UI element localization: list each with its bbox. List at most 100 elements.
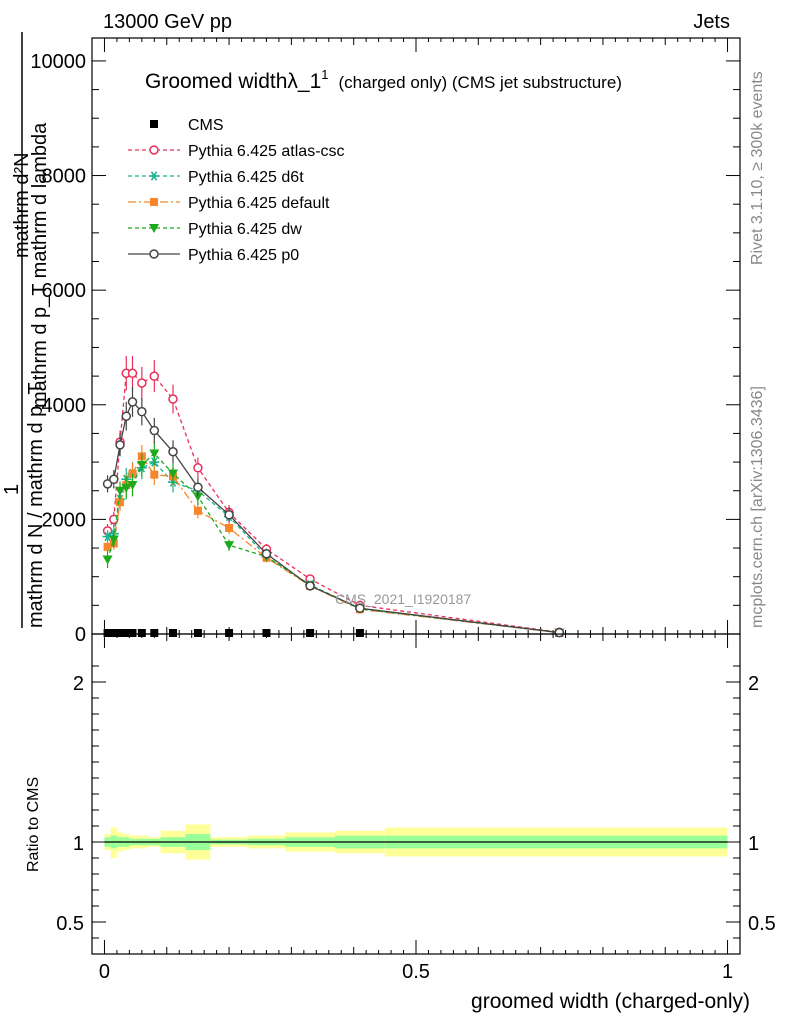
y-tick-label: 8000: [42, 166, 87, 188]
point-cms: [128, 629, 137, 637]
point-p0: [109, 474, 119, 485]
ratio-y-tick-label-right: 2: [748, 673, 759, 695]
ratio-y-tick-label-right: 1: [748, 833, 759, 855]
ratio-y-tick-label: 2: [73, 673, 84, 695]
y-tick-label: 2000: [42, 509, 87, 531]
point-p0: [137, 406, 147, 417]
legend-label-cms: CMS: [188, 117, 224, 134]
point-cms: [306, 629, 315, 637]
point-atlas_csc: [127, 368, 138, 378]
point-cms: [116, 629, 125, 637]
ylabel-numerator-rest: mathrm d p_T mathrm d lambda: [29, 122, 51, 408]
series-line-atlas_csc: [107, 372, 560, 633]
ratio-y-tick-label-right: 0.5: [748, 913, 776, 935]
analysis-watermark: CMS_2021_I1920187: [335, 591, 471, 607]
legend-label-p0: Pythia 6.425 p0: [188, 247, 299, 264]
legend-marker-default: [150, 198, 158, 206]
legend-marker-p0: [149, 249, 159, 259]
point-dw: [136, 460, 147, 470]
point-dw: [108, 535, 119, 545]
title-sup: 1: [321, 67, 328, 82]
x-tick-label: 0.5: [402, 961, 430, 983]
point-p0: [127, 397, 138, 407]
legend-marker-d6t: [149, 171, 159, 181]
legend-marker-dw: [149, 224, 159, 233]
point-atlas_csc: [149, 371, 160, 381]
ylabel-fraction-den: mathrm d N / mathrm d p_T: [25, 382, 47, 628]
y-tick-label: 0: [75, 624, 86, 646]
point-p0: [149, 425, 160, 436]
main-plot: 0 2000 4000 6000 8000 10000: [30, 37, 741, 646]
legend-marker-cms: [150, 120, 158, 128]
ratio-y-tick-label: 1: [73, 833, 84, 855]
series-p0: [102, 387, 565, 638]
x-axis-label: groomed width (charged-only): [471, 990, 750, 1013]
title-main: Groomed widthλ_1: [145, 70, 321, 93]
point-default: [193, 506, 202, 515]
y-tick-label: 6000: [42, 280, 87, 302]
point-p0: [102, 479, 113, 489]
ratio-y-tick-label: 0.5: [56, 913, 84, 935]
legend-marker-atlas_csc: [149, 145, 159, 155]
point-dw: [224, 541, 235, 551]
series-cms: [103, 629, 564, 637]
point-dw: [149, 449, 160, 459]
point-p0: [554, 627, 565, 638]
point-cms: [137, 629, 146, 637]
point-dw: [192, 492, 203, 502]
ratio-y-label: Ratio to CMS: [25, 777, 42, 872]
legend-item-dw: Pythia 6.425 dw: [128, 221, 302, 238]
y-tick-label: 4000: [42, 395, 87, 417]
point-p0: [115, 440, 125, 450]
header-right: Jets: [693, 11, 730, 33]
ylabel-fraction-num: 1: [1, 484, 23, 495]
y-tick-label: 10000: [30, 51, 86, 73]
point-cms: [355, 629, 364, 637]
legend-label-d6t: Pythia 6.425 d6t: [188, 169, 304, 186]
point-cms: [150, 629, 159, 637]
point-p0: [261, 549, 272, 559]
point-dw: [121, 483, 132, 493]
point-default: [116, 498, 125, 507]
legend-item-d6t: Pythia 6.425 d6t: [128, 169, 304, 186]
legend-item-cms: CMS: [150, 117, 224, 134]
point-atlas_csc: [193, 463, 203, 473]
point-cms: [262, 629, 271, 637]
x-tick-label: 0: [99, 961, 110, 983]
point-p0: [121, 411, 132, 421]
point-atlas_csc: [137, 378, 147, 388]
point-p0: [224, 510, 234, 520]
header-left: 13000 GeV pp: [103, 11, 232, 33]
legend-label-dw: Pythia 6.425 dw: [188, 221, 302, 238]
point-cms: [169, 629, 177, 637]
point-cms: [122, 629, 131, 637]
series-line-d6t: [107, 461, 560, 634]
point-cms: [109, 629, 118, 637]
legend-label-default: Pythia 6.425 default: [188, 195, 330, 212]
point-p0: [305, 581, 315, 591]
legend-item-p0: Pythia 6.425 p0: [128, 247, 299, 264]
x-tick-label: 1: [722, 961, 733, 983]
series-dw: [102, 442, 565, 638]
point-atlas_csc: [168, 394, 178, 404]
y-axis-label: mathrm d²N mathrm d p_T mathrm d lambda …: [1, 32, 51, 628]
point-default: [103, 542, 112, 551]
point-p0: [193, 482, 203, 493]
star-stroke: [150, 171, 158, 181]
point-default: [225, 523, 234, 532]
series-atlas_csc: [102, 356, 565, 638]
ratio-plot: 0 0.5 1 0.5 0.5 1 1 2 2: [56, 633, 776, 983]
point-atlas_csc: [109, 514, 119, 525]
mcplots-label: mcplots.cern.ch [arXiv:1306.3436]: [749, 386, 766, 628]
point-dw: [168, 469, 178, 479]
point-dw: [127, 481, 138, 490]
series-line-p0: [107, 400, 560, 634]
title-rest: (charged only) (CMS jet substructure): [339, 73, 622, 92]
point-p0: [355, 603, 365, 613]
legend-label-atlas_csc: Pythia 6.425 atlas-csc: [188, 143, 345, 160]
ratio-frame: [91, 633, 741, 955]
point-dw: [115, 486, 126, 496]
point-p0: [168, 447, 178, 457]
legend-item-default: Pythia 6.425 default: [128, 195, 330, 212]
